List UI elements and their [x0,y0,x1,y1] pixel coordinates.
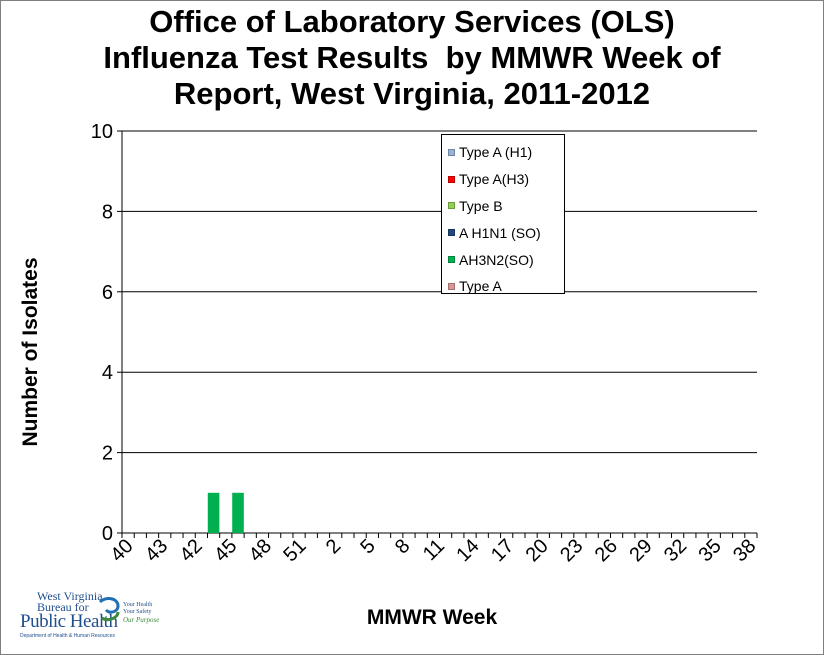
x-tick-label-45: 45 [210,535,241,566]
legend-item: Type A(H3) [448,166,564,193]
legend-label: Type A(H3) [459,171,530,188]
x-axis-label: MMWR Week [366,606,498,629]
chart-title-line-3: Report, West Virginia, 2011-2012 [173,76,651,111]
legend-label: Type A (H1) [459,144,533,161]
legend-item: Type B [448,193,564,220]
x-tick-label-35: 35 [695,535,726,566]
x-tick-label-32: 32 [660,535,691,566]
legend-item: A H1N1 (SO) [448,219,564,246]
legend-label: Type A [459,278,502,295]
legend-swatch [448,256,455,264]
legend-swatch [448,175,455,183]
legend-label: A H1N1 (SO) [459,224,541,241]
legend-swatch [448,282,455,290]
wv-bureau-public-health-logo: West Virginia Bureau for Public Health D… [20,590,170,646]
y-axis-label: Number of Isolates [19,257,42,447]
x-tick-label-38: 38 [729,535,760,566]
logo-tagline-3: Our Purpose [123,616,160,624]
bar-ah3n2-so--week-47 [207,492,220,533]
logo-line-4: Department of Health & Human Resources [20,633,116,639]
logo-swirl-icon [98,597,120,622]
legend: Type A (H1) Type A(H3) Type B A H1N1 (SO) AH… [441,134,565,294]
y-tick-label-0: 0 [102,523,113,545]
x-tick-label-48: 48 [245,535,276,566]
logo-tagline-1: Your Health [123,602,153,608]
chart-title: Office of Laboratory Services (OLS) Infl… [0,4,824,112]
x-tick-label-42: 42 [176,535,207,566]
legend-item: AH3N2(SO) [448,246,564,273]
chart-title-line-1: Office of Laboratory Services (OLS) [149,4,675,39]
x-tick-label-29: 29 [625,535,656,566]
logo-line-3: Public Health [20,611,118,632]
x-tick-label-2: 2 [322,535,345,558]
x-tick-label-43: 43 [141,535,172,566]
x-tick-label-8: 8 [391,535,414,558]
bar-ah3n2-so--week-49 [232,492,244,533]
x-tick-label-14: 14 [452,535,483,566]
legend-label: Type B [459,197,503,214]
y-tick-label-8: 8 [102,201,113,223]
logo-line-2: Bureau for [37,600,89,614]
x-tick-label-23: 23 [556,535,587,566]
legend-swatch [448,229,455,237]
legend-item: Type A [448,273,564,300]
x-tick-label-11: 11 [419,535,449,565]
y-tick-label-4: 4 [102,362,113,384]
x-tick-label-17: 17 [487,535,518,566]
x-tick-label-51: 51 [279,535,310,566]
legend-label: AH3N2(SO) [459,251,534,268]
legend-item: Type A (H1) [448,139,564,166]
legend-swatch [448,202,455,210]
legend-swatch [448,148,455,156]
x-tick-label-5: 5 [356,535,379,558]
logo-tagline-2: Your Safety [123,609,152,615]
x-tick-label-26: 26 [591,535,622,566]
x-tick-label-20: 20 [522,535,553,566]
chart-title-line-2: Influenza Test Results by MMWR Week of [103,40,721,75]
y-tick-label-6: 6 [102,282,113,304]
y-tick-label-2: 2 [102,443,113,465]
y-tick-label-10: 10 [91,121,113,143]
logo-line-1: West Virginia [37,589,103,603]
